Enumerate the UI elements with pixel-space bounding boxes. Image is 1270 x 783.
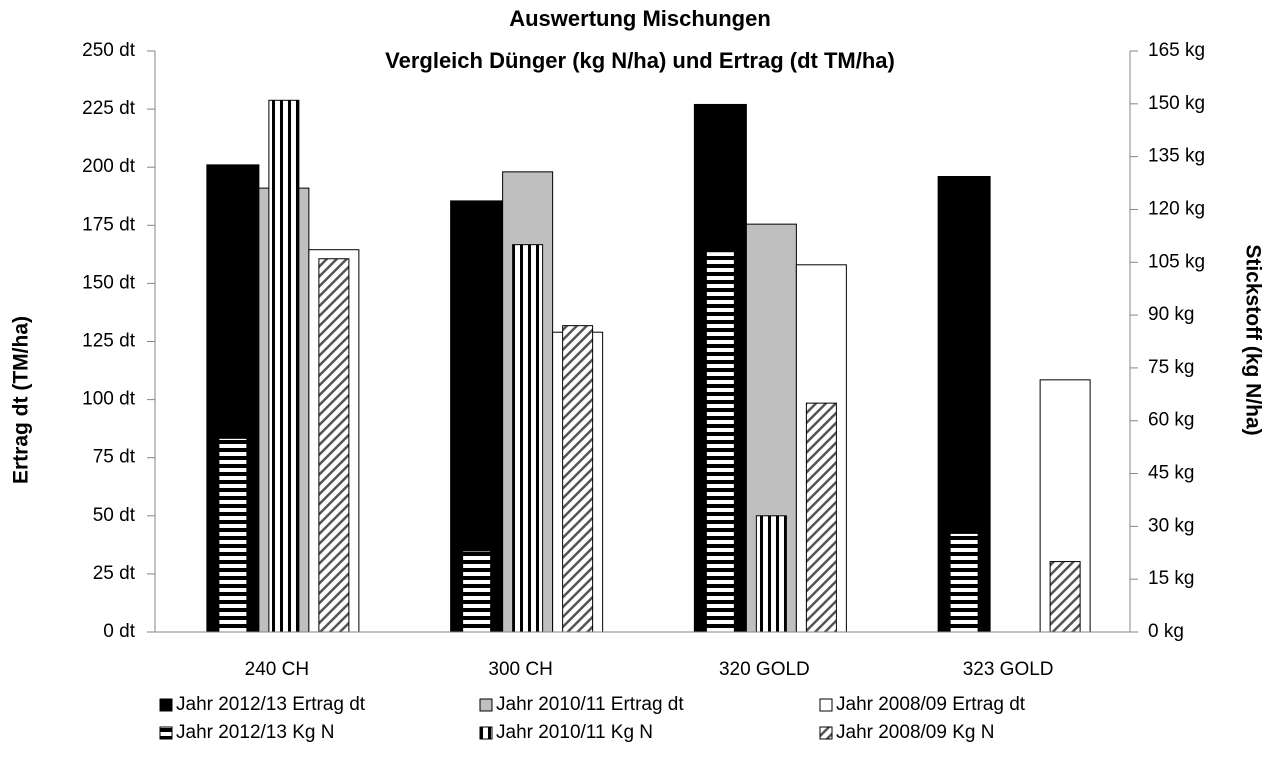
y-tick-label: 25 dt: [93, 563, 136, 584]
bar: [318, 258, 350, 633]
y-tick-label: 225 dt: [82, 98, 136, 119]
y-tick-label: 0 dt: [103, 621, 135, 642]
bar: [512, 244, 544, 633]
y-tick-label: 100 dt: [82, 389, 136, 410]
chart-subtitle: Vergleich Dünger (kg N/ha) und Ertrag (d…: [385, 48, 895, 73]
legend-swatch: [479, 726, 493, 740]
y2-tick-label: 120 kg: [1148, 198, 1205, 219]
y-tick-label: 50 dt: [93, 505, 136, 526]
bar: [755, 515, 787, 633]
y2-tick-label: 90 kg: [1148, 304, 1194, 325]
bar: [805, 402, 837, 633]
y-tick-label: 175 dt: [82, 214, 136, 235]
legend-label: Jahr 2010/11 Kg N: [496, 722, 653, 743]
y-tick-label: 75 dt: [93, 447, 136, 468]
y2-tick-label: 15 kg: [1148, 568, 1194, 589]
bar: [562, 325, 594, 633]
legend-swatch: [479, 698, 493, 712]
y-tick-label: 200 dt: [82, 156, 136, 177]
legend-swatch: [159, 726, 173, 740]
y-axis-title: Ertrag dt (TM/ha): [10, 316, 33, 484]
bar: [705, 251, 735, 633]
y-tick-label: 125 dt: [82, 331, 136, 352]
y2-tick-label: 135 kg: [1148, 146, 1205, 167]
bar: [268, 99, 300, 633]
x-tick-label: 320 GOLD: [719, 659, 810, 680]
y2-tick-label: 150 kg: [1148, 93, 1205, 114]
bar: [462, 550, 492, 633]
bar: [1049, 561, 1081, 633]
y-tick-label: 250 dt: [82, 40, 136, 61]
y2-tick-label: 0 kg: [1148, 621, 1184, 642]
bar: [218, 437, 248, 633]
legend-label: Jahr 2008/09 Kg N: [836, 722, 994, 743]
y2-tick-label: 165 kg: [1148, 40, 1205, 61]
x-tick-label: 240 CH: [245, 659, 309, 680]
legend-label: Jahr 2010/11 Ertrag dt: [496, 694, 684, 715]
legend-label: Jahr 2012/13 Kg N: [176, 722, 334, 743]
legend-label: Jahr 2012/13 Ertrag dt: [176, 694, 366, 715]
y2-tick-label: 60 kg: [1148, 410, 1194, 431]
x-tick-label: 300 CH: [488, 659, 552, 680]
y2-tick-label: 30 kg: [1148, 515, 1194, 536]
bar: [949, 532, 979, 633]
y-tick-label: 150 dt: [82, 272, 136, 293]
legend-swatch: [819, 698, 833, 712]
chart-title: Auswertung Mischungen: [509, 6, 771, 31]
legend-label: Jahr 2008/09 Ertrag dt: [836, 694, 1026, 715]
x-tick-label: 323 GOLD: [963, 659, 1054, 680]
legend-swatch: [819, 726, 833, 740]
y2-tick-label: 75 kg: [1148, 357, 1194, 378]
legend-swatch: [159, 698, 173, 712]
y2-axis-title: Stickstoff (kg N/ha): [1241, 244, 1264, 435]
y2-tick-label: 105 kg: [1148, 251, 1205, 272]
y2-tick-label: 45 kg: [1148, 463, 1194, 484]
